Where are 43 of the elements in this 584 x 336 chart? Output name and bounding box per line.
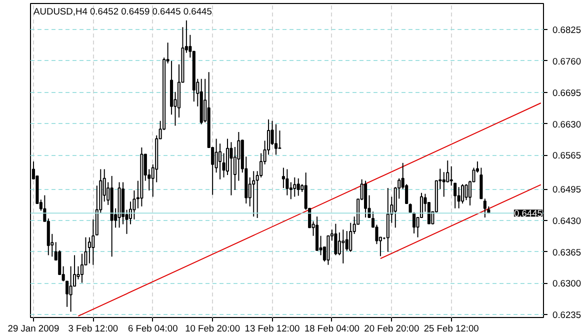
candlestick <box>296 178 300 196</box>
y-tick-label: 0.6430 <box>552 216 582 226</box>
y-tick-label: 0.6695 <box>552 88 582 98</box>
candlestick <box>289 182 292 200</box>
candlestick <box>274 124 278 156</box>
candlestick <box>69 266 72 312</box>
x-tick-label: 3 Feb 12:00 <box>68 324 118 334</box>
candlestick <box>442 172 446 198</box>
y-tick-label: 0.6235 <box>552 310 582 320</box>
chart-title: AUDUSD,H4 0.6452 0.6459 0.6445 0.6445 <box>34 6 212 16</box>
x-tick-label: 6 Feb 04:00 <box>128 324 178 334</box>
y-tick-label: 0.6760 <box>552 56 582 66</box>
x-tick-label: 10 Feb 20:00 <box>185 324 240 334</box>
candlestick <box>293 176 296 198</box>
candlestick <box>464 184 468 201</box>
candlestick <box>88 236 91 264</box>
candlestick <box>334 223 338 256</box>
candlestick <box>480 167 483 200</box>
candlestick <box>92 218 95 266</box>
y-tick-label: 0.6565 <box>552 150 582 161</box>
candlestick <box>342 229 345 264</box>
candlestick <box>457 186 460 209</box>
candlestick <box>286 168 289 196</box>
candlestick <box>483 198 486 218</box>
y-tick-label: 0.6825 <box>552 25 582 36</box>
y-tick-label: 0.6365 <box>552 247 582 258</box>
candlestick <box>80 253 84 284</box>
x-tick-label: 13 Feb 12:00 <box>244 324 300 334</box>
x-tick-label: 25 Feb 12:00 <box>424 324 479 334</box>
y-tick-label: 0.6300 <box>552 278 582 289</box>
ref-line-label: 0.6445 <box>514 208 542 219</box>
candlestick <box>345 230 348 252</box>
x-tick-label: 20 Feb 20:00 <box>364 324 420 334</box>
y-tick-label: 0.6630 <box>552 119 582 130</box>
candlestick <box>349 222 352 252</box>
y-tick-label: 0.6495 <box>552 184 582 194</box>
candlestick <box>252 170 256 218</box>
x-tick-label: 18 Feb 04:00 <box>304 324 360 334</box>
candlestick <box>278 130 282 149</box>
candlestick <box>218 143 222 180</box>
candlestick <box>386 188 390 252</box>
candlestick <box>230 142 233 196</box>
x-tick-label: 29 Jan 2009 <box>8 324 60 334</box>
